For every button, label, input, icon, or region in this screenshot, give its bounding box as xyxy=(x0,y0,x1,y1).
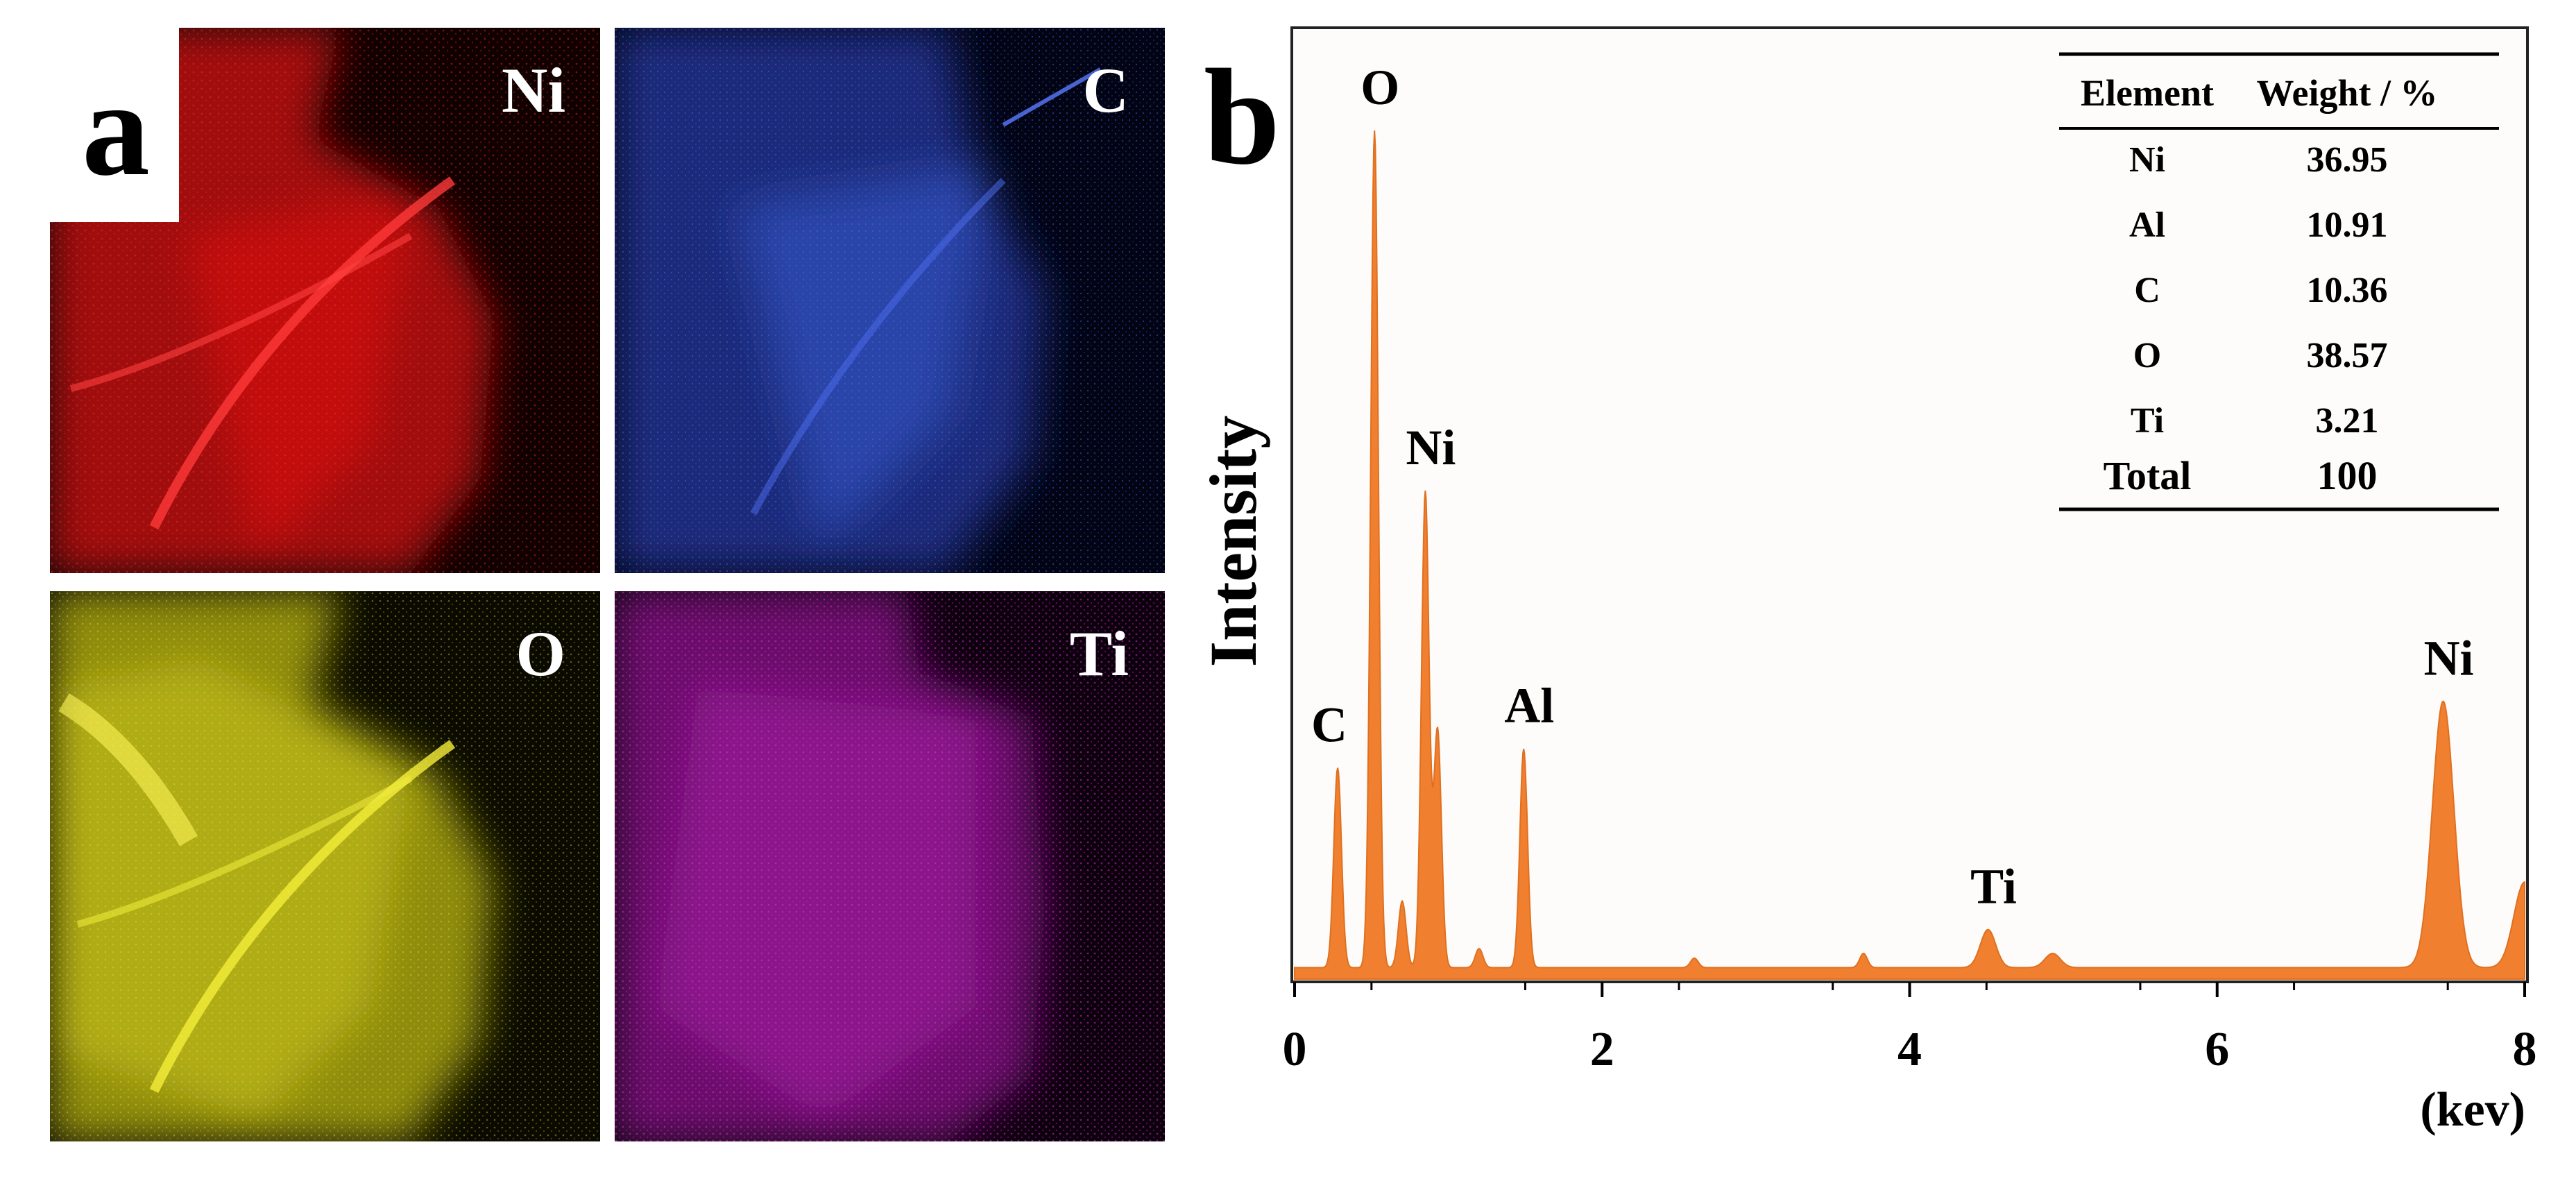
spectrum-area xyxy=(1294,130,2525,980)
table-header-weight: Weight / % xyxy=(2256,72,2437,114)
ti-map-label: Ti xyxy=(1069,618,1129,689)
panel-b-letter: b xyxy=(1204,41,1280,193)
x-tick-label: 4 xyxy=(1897,1023,1922,1076)
table-cell-element: O xyxy=(2133,336,2161,375)
table-header-element: Element xyxy=(2081,72,2214,114)
c-map-image: C xyxy=(615,28,1165,573)
peak-label-ni: Ni xyxy=(2424,631,2474,686)
table-cell-weight: 10.36 xyxy=(2307,271,2388,310)
x-axis-unit: (kev) xyxy=(2420,1083,2525,1137)
x-tick-label: 0 xyxy=(1283,1023,1307,1076)
ni-map-label: Ni xyxy=(502,55,565,126)
table-cell-element: Total xyxy=(2104,453,2192,498)
composition-table: Element Weight / % Ni 36.95 Al 10.91 C 10.36 O… xyxy=(2059,52,2499,511)
c-map-art xyxy=(615,28,1165,573)
panel-a-letter-box xyxy=(50,28,179,222)
table-cell-weight: 36.95 xyxy=(2307,140,2388,180)
plot-frame xyxy=(1290,26,2529,983)
peak-label-ni: Ni xyxy=(1406,420,1456,475)
peak-label-o: O xyxy=(1360,60,1399,115)
table-cell-weight: 38.57 xyxy=(2307,336,2388,375)
panel-a-letter: a xyxy=(82,53,150,204)
table-cell-element: C xyxy=(2134,271,2160,310)
peak-label-ti: Ti xyxy=(1970,859,2017,915)
table-cell-element: Ni xyxy=(2129,140,2165,180)
o-map-image: O xyxy=(50,591,600,1141)
table-cell-element: Al xyxy=(2129,205,2165,245)
ti-map-art xyxy=(615,591,1165,1141)
o-map-label: O xyxy=(515,618,565,689)
table-cell-element: Ti xyxy=(2131,401,2164,441)
peak-label-al: Al xyxy=(1504,678,1554,733)
peak-label-c: C xyxy=(1311,697,1347,753)
y-axis-label: Intensity xyxy=(1196,416,1270,668)
c-map-label: C xyxy=(1082,55,1129,126)
table-body: Ni 36.95 Al 10.91 C 10.36 O 38.57 Ti 3.21 Total 100 xyxy=(2104,140,2388,498)
o-map-art xyxy=(50,591,600,1141)
ti-map-image: Ti xyxy=(615,591,1165,1141)
x-tick-label: 2 xyxy=(1590,1023,1614,1076)
ni-map-image: Ni xyxy=(50,28,600,573)
table-cell-weight: 3.21 xyxy=(2316,401,2379,441)
x-tick-label: 6 xyxy=(2205,1023,2229,1076)
table-cell-weight: 100 xyxy=(2317,453,2378,498)
table-cell-weight: 10.91 xyxy=(2307,205,2388,245)
x-axis: 0 2 4 6 8 xyxy=(1283,982,2537,1076)
x-tick-label: 8 xyxy=(2513,1023,2537,1076)
